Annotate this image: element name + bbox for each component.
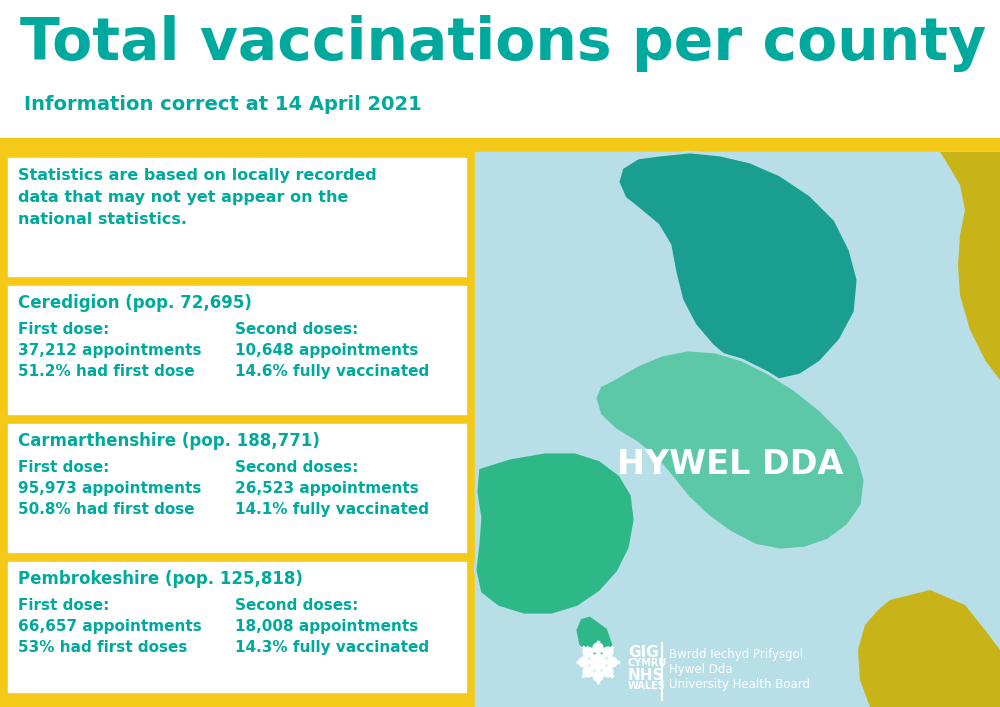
Text: 26,523 appointments: 26,523 appointments xyxy=(235,481,419,496)
Text: 51.2% had first dose: 51.2% had first dose xyxy=(18,364,195,379)
Circle shape xyxy=(590,654,606,670)
Text: NHS: NHS xyxy=(628,668,664,683)
Text: Bwrdd Iechyd Prifysgol: Bwrdd Iechyd Prifysgol xyxy=(669,648,803,661)
Bar xyxy=(8,424,466,552)
Text: University Health Board: University Health Board xyxy=(669,678,810,691)
Text: Second doses:: Second doses: xyxy=(235,460,358,475)
Polygon shape xyxy=(475,452,635,615)
Text: 10,648 appointments: 10,648 appointments xyxy=(235,343,418,358)
Bar xyxy=(0,138,1000,152)
Circle shape xyxy=(603,667,613,677)
Text: 14.1% fully vaccinated: 14.1% fully vaccinated xyxy=(235,502,429,517)
Text: 53% had first doses: 53% had first doses xyxy=(18,640,187,655)
Polygon shape xyxy=(940,152,1000,380)
Text: 14.3% fully vaccinated: 14.3% fully vaccinated xyxy=(235,640,429,655)
Circle shape xyxy=(583,647,593,657)
Text: 14.6% fully vaccinated: 14.6% fully vaccinated xyxy=(235,364,429,379)
Text: Second doses:: Second doses: xyxy=(235,322,358,337)
Text: Pembrokeshire (pop. 125,818): Pembrokeshire (pop. 125,818) xyxy=(18,570,303,588)
Circle shape xyxy=(579,657,589,667)
Circle shape xyxy=(583,667,593,677)
Text: Ceredigion (pop. 72,695): Ceredigion (pop. 72,695) xyxy=(18,294,252,312)
Text: 18,008 appointments: 18,008 appointments xyxy=(235,619,418,634)
Text: GIG: GIG xyxy=(628,645,659,660)
Text: Second doses:: Second doses: xyxy=(235,598,358,613)
Text: HYWEL DDA: HYWEL DDA xyxy=(617,448,843,481)
Text: national statistics.: national statistics. xyxy=(18,212,187,227)
Circle shape xyxy=(603,647,613,657)
Bar xyxy=(0,0,1000,148)
Text: Total vaccinations per county: Total vaccinations per county xyxy=(20,15,986,72)
Text: 95,973 appointments: 95,973 appointments xyxy=(18,481,201,496)
Polygon shape xyxy=(595,350,865,550)
Text: CYMRU: CYMRU xyxy=(628,658,667,668)
Text: WALES: WALES xyxy=(628,681,666,691)
Text: First dose:: First dose: xyxy=(18,598,109,613)
Circle shape xyxy=(607,657,617,667)
Bar xyxy=(475,152,1000,707)
Bar xyxy=(0,152,1000,707)
Text: Statistics are based on locally recorded: Statistics are based on locally recorded xyxy=(18,168,377,183)
Polygon shape xyxy=(575,615,615,660)
Text: 66,657 appointments: 66,657 appointments xyxy=(18,619,202,634)
Bar xyxy=(8,158,466,276)
Text: data that may not yet appear on the: data that may not yet appear on the xyxy=(18,190,348,205)
Text: 37,212 appointments: 37,212 appointments xyxy=(18,343,202,358)
Text: First dose:: First dose: xyxy=(18,322,109,337)
Bar xyxy=(8,286,466,414)
Circle shape xyxy=(593,643,603,653)
Text: Hywel Dda: Hywel Dda xyxy=(669,663,733,676)
Bar xyxy=(8,562,466,692)
Text: 50.8% had first dose: 50.8% had first dose xyxy=(18,502,195,517)
Text: First dose:: First dose: xyxy=(18,460,109,475)
Polygon shape xyxy=(858,590,1000,707)
Text: Information correct at 14 April 2021: Information correct at 14 April 2021 xyxy=(24,95,422,114)
Polygon shape xyxy=(618,152,858,380)
Text: Carmarthenshire (pop. 188,771): Carmarthenshire (pop. 188,771) xyxy=(18,432,320,450)
Circle shape xyxy=(593,671,603,681)
